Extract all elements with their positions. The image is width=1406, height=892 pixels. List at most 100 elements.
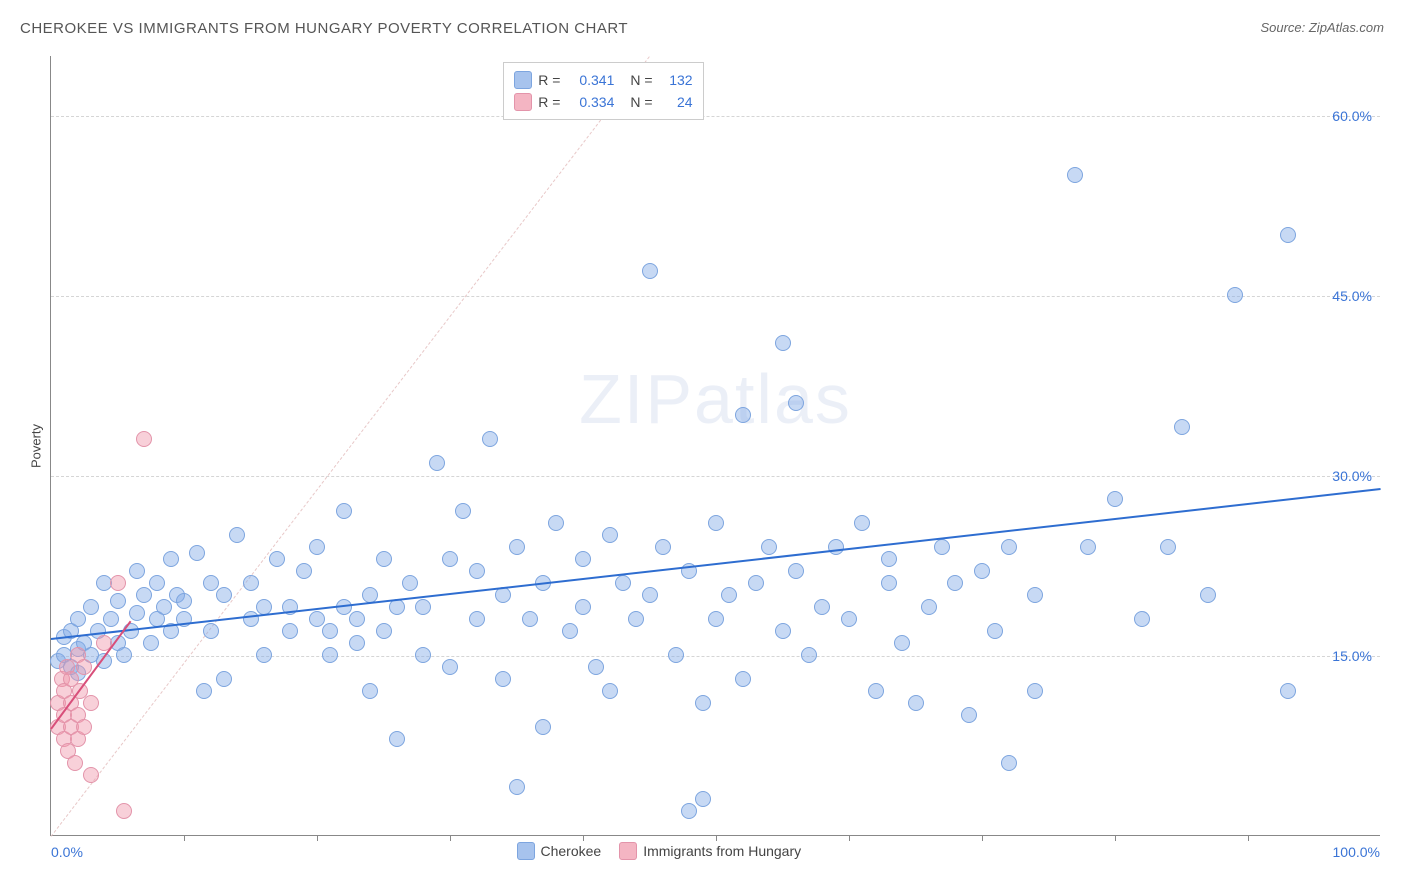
data-point <box>775 623 791 639</box>
data-point <box>1107 491 1123 507</box>
y-tick-label: 30.0% <box>1332 468 1372 484</box>
y-tick-label: 45.0% <box>1332 288 1372 304</box>
correlation-legend: R = 0.341 N = 132 R = 0.334 N = 24 <box>503 62 703 120</box>
r-value: 0.334 <box>566 94 614 110</box>
series-legend: CherokeeImmigrants from Hungary <box>517 842 802 860</box>
data-point <box>415 647 431 663</box>
data-point <box>788 563 804 579</box>
data-point <box>735 671 751 687</box>
x-axis-max-label: 100.0% <box>1333 844 1380 860</box>
data-point <box>548 515 564 531</box>
r-label: R = <box>538 94 560 110</box>
data-point <box>947 575 963 591</box>
data-point <box>116 647 132 663</box>
data-point <box>961 707 977 723</box>
gridline <box>51 116 1380 117</box>
data-point <box>721 587 737 603</box>
data-point <box>349 635 365 651</box>
data-point <box>309 611 325 627</box>
data-point <box>269 551 285 567</box>
watermark: ZIPatlas <box>579 359 852 439</box>
data-point <box>921 599 937 615</box>
data-point <box>216 587 232 603</box>
data-point <box>642 587 658 603</box>
legend-swatch <box>514 93 532 111</box>
data-point <box>1027 587 1043 603</box>
data-point <box>203 575 219 591</box>
n-value: 132 <box>659 72 693 88</box>
data-point <box>628 611 644 627</box>
data-point <box>376 623 392 639</box>
data-point <box>402 575 418 591</box>
data-point <box>535 719 551 735</box>
x-tick <box>184 835 185 841</box>
n-label: N = <box>630 94 652 110</box>
data-point <box>110 575 126 591</box>
data-point <box>1174 419 1190 435</box>
data-point <box>362 683 378 699</box>
data-point <box>176 593 192 609</box>
data-point <box>841 611 857 627</box>
source-label: Source: <box>1260 20 1308 35</box>
data-point <box>881 575 897 591</box>
x-tick <box>716 835 717 841</box>
data-point <box>415 599 431 615</box>
r-value: 0.341 <box>566 72 614 88</box>
data-point <box>881 551 897 567</box>
y-tick-label: 60.0% <box>1332 108 1372 124</box>
n-value: 24 <box>659 94 693 110</box>
data-point <box>1227 287 1243 303</box>
legend-swatch <box>514 71 532 89</box>
data-point <box>229 527 245 543</box>
data-point <box>349 611 365 627</box>
data-point <box>83 767 99 783</box>
legend-item: Immigrants from Hungary <box>619 842 801 860</box>
data-point <box>196 683 212 699</box>
data-point <box>934 539 950 555</box>
n-label: N = <box>630 72 652 88</box>
data-point <box>708 515 724 531</box>
data-point <box>987 623 1003 639</box>
data-point <box>602 527 618 543</box>
data-point <box>309 539 325 555</box>
chart-title: CHEROKEE VS IMMIGRANTS FROM HUNGARY POVE… <box>20 20 628 37</box>
data-point <box>256 647 272 663</box>
data-point <box>389 731 405 747</box>
data-point <box>282 623 298 639</box>
data-point <box>522 611 538 627</box>
data-point <box>668 647 684 663</box>
data-point <box>129 605 145 621</box>
x-tick <box>583 835 584 841</box>
gridline <box>51 656 1380 657</box>
source-name: ZipAtlas.com <box>1309 20 1384 35</box>
y-tick-label: 15.0% <box>1332 648 1372 664</box>
data-point <box>469 563 485 579</box>
legend-swatch <box>517 842 535 860</box>
data-point <box>748 575 764 591</box>
data-point <box>110 593 126 609</box>
data-point <box>482 431 498 447</box>
legend-label: Immigrants from Hungary <box>643 843 801 859</box>
data-point <box>1200 587 1216 603</box>
data-point <box>136 431 152 447</box>
x-tick <box>1248 835 1249 841</box>
data-point <box>1280 227 1296 243</box>
data-point <box>103 611 119 627</box>
legend-row: R = 0.334 N = 24 <box>514 91 692 113</box>
data-point <box>495 671 511 687</box>
data-point <box>76 719 92 735</box>
data-point <box>163 551 179 567</box>
data-point <box>216 671 232 687</box>
x-tick <box>450 835 451 841</box>
data-point <box>974 563 990 579</box>
data-point <box>1001 539 1017 555</box>
data-point <box>143 635 159 651</box>
x-tick <box>1115 835 1116 841</box>
data-point <box>681 803 697 819</box>
data-point <box>788 395 804 411</box>
data-point <box>509 779 525 795</box>
legend-swatch <box>619 842 637 860</box>
data-point <box>469 611 485 627</box>
data-point <box>695 791 711 807</box>
x-tick <box>982 835 983 841</box>
